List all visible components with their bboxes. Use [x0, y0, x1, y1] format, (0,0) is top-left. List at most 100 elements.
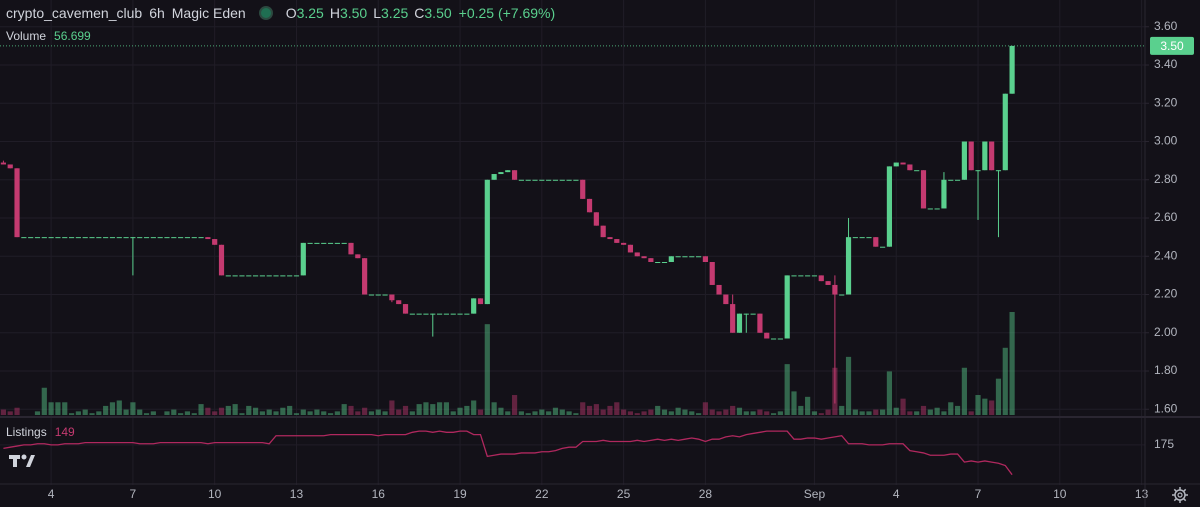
- volume-bar: [464, 405, 470, 415]
- volume-bar: [62, 402, 68, 415]
- volume-bar: [736, 407, 743, 415]
- y-tick-label: 3.00: [1154, 134, 1178, 148]
- candle-body: [96, 237, 102, 239]
- symbol[interactable]: crypto_cavemen_club: [6, 5, 143, 21]
- volume-bar: [450, 411, 456, 415]
- candle-body: [430, 313, 436, 315]
- volume-bar: [355, 411, 361, 415]
- candle-body: [205, 237, 211, 240]
- y-tick-label: 3.20: [1154, 95, 1178, 109]
- volume-bar: [525, 413, 531, 415]
- candle-body: [695, 256, 702, 258]
- candle-body: [287, 275, 293, 277]
- candle-body: [505, 170, 511, 173]
- volume-bar: [668, 411, 674, 415]
- candle-body: [178, 237, 184, 239]
- volume-bar: [1009, 312, 1015, 415]
- candle-body: [321, 242, 327, 244]
- volume-bar: [621, 409, 627, 415]
- volume-bar: [880, 409, 886, 415]
- x-tick-label: 7: [975, 487, 982, 501]
- candle-body: [280, 275, 286, 277]
- candle-body: [362, 258, 368, 295]
- candle-body: [62, 237, 68, 239]
- candle-body: [437, 313, 443, 315]
- volume-bar: [171, 409, 177, 415]
- candle-body: [968, 141, 974, 171]
- listings-tick-label: 175: [1154, 437, 1174, 451]
- volume-bar: [75, 411, 81, 415]
- candle-body: [68, 237, 75, 239]
- candle-body: [805, 275, 811, 277]
- candle-body: [995, 170, 1002, 172]
- y-tick-label: 3.40: [1154, 57, 1178, 71]
- volume-bar: [1002, 347, 1008, 415]
- exchange: Magic Eden: [171, 5, 246, 21]
- volume-bar: [68, 413, 75, 415]
- candle-body: [491, 174, 497, 180]
- candle-body: [355, 254, 361, 259]
- volume-bar: [7, 411, 13, 415]
- ohlc-letter: L: [373, 5, 382, 21]
- volume-bar: [103, 405, 109, 415]
- ohlc-letter: H: [329, 5, 340, 21]
- volume-bar: [198, 404, 204, 415]
- volume-bar: [586, 405, 593, 415]
- volume-bar: [362, 407, 368, 415]
- volume-bar: [48, 402, 54, 415]
- candle-body: [539, 179, 545, 181]
- x-tick-label: 10: [1053, 487, 1067, 501]
- candle-body: [880, 246, 886, 248]
- candle-body: [198, 237, 204, 239]
- candle-body: [82, 237, 88, 239]
- candle-body: [777, 338, 783, 340]
- volume-bar: [34, 411, 41, 415]
- volume-bar: [634, 413, 640, 415]
- candle-body: [212, 239, 218, 245]
- candle-body: [348, 242, 354, 255]
- x-tick-label: 19: [453, 487, 467, 501]
- candle-body: [157, 237, 163, 239]
- candle-body: [130, 237, 136, 239]
- candle-body: [989, 141, 995, 171]
- volume-bar: [661, 409, 668, 415]
- candle-body: [266, 275, 272, 277]
- volume-bar: [948, 402, 954, 415]
- volume-bar: [914, 411, 920, 415]
- volume-bar: [416, 404, 422, 415]
- candle-body: [252, 275, 259, 277]
- candle-body: [123, 237, 129, 239]
- tradingview-logo: [9, 454, 35, 467]
- y-tick-label: 2.00: [1154, 325, 1178, 339]
- ohlc-letter: O: [285, 5, 297, 21]
- volume-bar: [109, 402, 116, 415]
- volume-bar: [641, 411, 647, 415]
- candle-body: [593, 212, 599, 226]
- volume-bar: [709, 409, 715, 415]
- volume-bar: [546, 411, 552, 415]
- candle-body: [164, 237, 170, 239]
- volume-bar: [266, 409, 272, 415]
- volume-bar: [961, 367, 967, 415]
- y-tick-label: 1.80: [1154, 363, 1178, 377]
- volume-bar: [491, 402, 497, 415]
- candle-body: [954, 179, 961, 181]
- candle-body: [716, 284, 722, 295]
- volume-bar: [600, 409, 606, 415]
- settings-gear[interactable]: [1172, 487, 1188, 503]
- volume-bar: [859, 411, 865, 415]
- volume-bar: [907, 411, 913, 415]
- x-tick-label: 25: [617, 487, 631, 501]
- volume-bar: [511, 395, 518, 415]
- volume-bar: [954, 405, 961, 415]
- listings-legend: Listings 149: [6, 425, 75, 439]
- candle-body: [1002, 93, 1008, 171]
- volume-bar: [212, 411, 218, 415]
- candle-body: [784, 275, 790, 339]
- volume-bar: [989, 400, 995, 415]
- volume-bar: [900, 398, 906, 415]
- candle-body: [471, 298, 477, 314]
- volume-bar: [675, 407, 681, 415]
